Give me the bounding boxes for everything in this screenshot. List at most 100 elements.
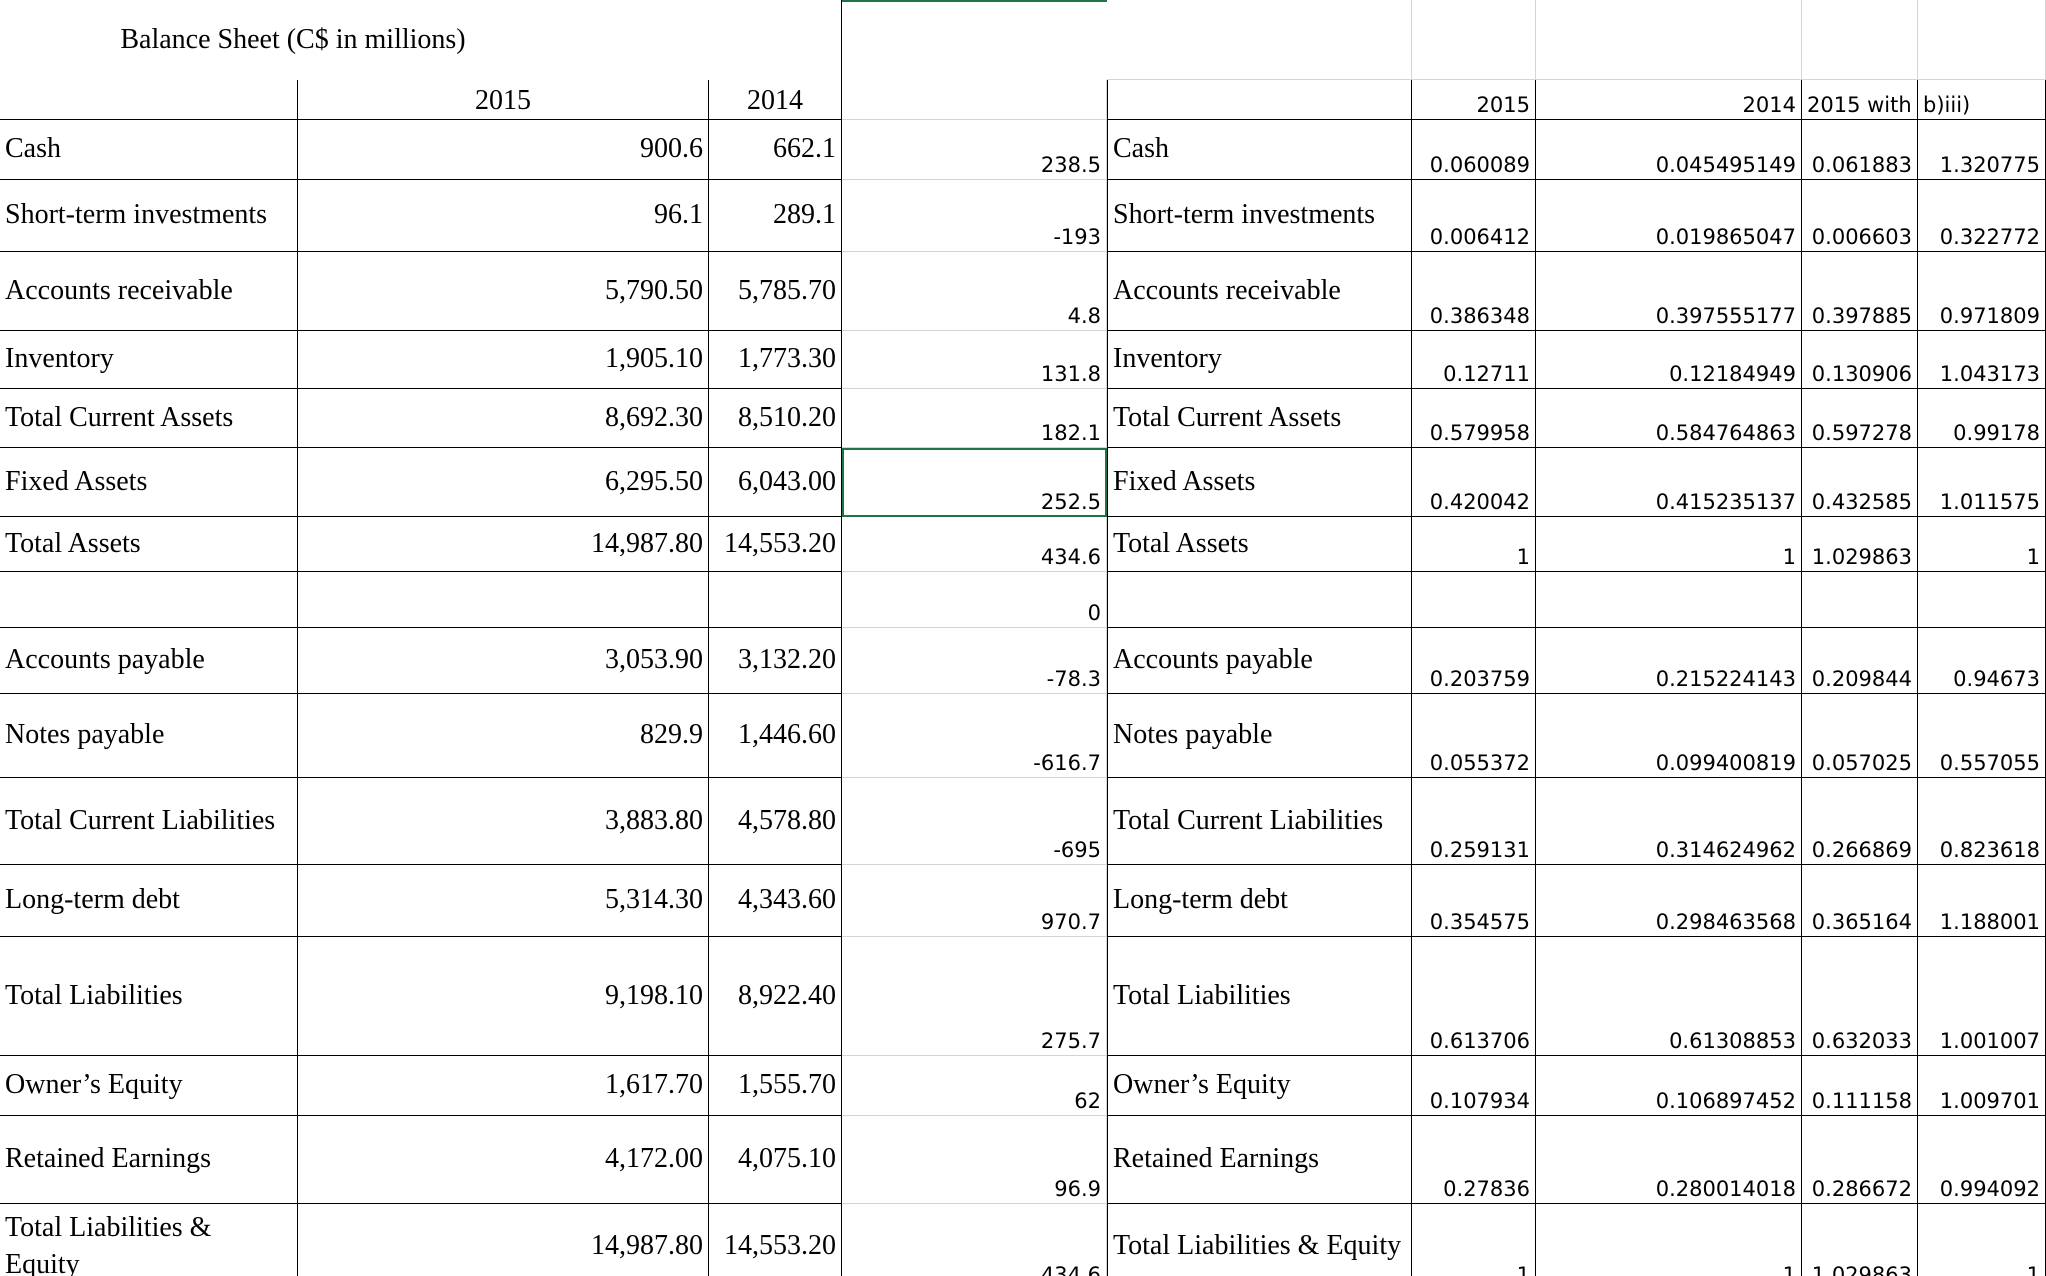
change: -193 [842, 180, 1107, 252]
share-2014: 0.045495149 [1536, 120, 1802, 180]
share-2015: 0.006412 [1412, 180, 1536, 252]
share-2015-with: 0.432585 [1802, 448, 1918, 517]
column-header: b)iii) [1918, 80, 2046, 120]
column-header: 2015 [298, 80, 709, 120]
ratio: 0.823618 [1918, 778, 2046, 865]
change: -78.3 [842, 628, 1107, 694]
row-label: Fixed Assets [0, 448, 298, 517]
share-2015: 1 [1412, 517, 1536, 572]
share-2015: 0.354575 [1412, 865, 1536, 937]
share-2014: 0.314624962 [1536, 778, 1802, 865]
value-2015: 96.1 [298, 180, 709, 252]
row-label-2: Short-term investments [1107, 180, 1412, 252]
row-label: Total Assets [0, 517, 298, 572]
row-label: Total Current Assets [0, 389, 298, 448]
empty-cell [1536, 572, 1802, 628]
empty-cell [0, 572, 298, 628]
share-2015: 0.055372 [1412, 694, 1536, 778]
change: 131.8 [842, 331, 1107, 389]
value-2015: 4,172.00 [298, 1116, 709, 1204]
ratio: 0.322772 [1918, 180, 2046, 252]
change: 62 [842, 1056, 1107, 1116]
value-2015: 3,053.90 [298, 628, 709, 694]
share-2015: 0.27836 [1412, 1116, 1536, 1204]
row-label-2: Owner’s Equity [1107, 1056, 1412, 1116]
row-label: Long-term debt [0, 865, 298, 937]
row-label: Total Liabilities & Equity [0, 1204, 298, 1276]
value-2015: 900.6 [298, 120, 709, 180]
value-2014: 5,785.70 [709, 252, 842, 331]
row-label-2: Accounts receivable [1107, 252, 1412, 331]
row-label: Short-term investments [0, 180, 298, 252]
ratio: 0.94673 [1918, 628, 2046, 694]
share-2015: 0.12711 [1412, 331, 1536, 389]
value-2014: 4,075.10 [709, 1116, 842, 1204]
row-label-2: Total Current Liabilities [1107, 778, 1412, 865]
share-2015-with: 0.006603 [1802, 180, 1918, 252]
ratio: 0.994092 [1918, 1116, 2046, 1204]
value-2014: 1,773.30 [709, 331, 842, 389]
row-label-2: Notes payable [1107, 694, 1412, 778]
share-2015-with: 0.365164 [1802, 865, 1918, 937]
share-2014: 1 [1536, 517, 1802, 572]
change: 182.1 [842, 389, 1107, 448]
ratio: 1.011575 [1918, 448, 2046, 517]
empty-cell [1802, 0, 1918, 80]
row-label: Owner’s Equity [0, 1056, 298, 1116]
column-header: 2015 [1412, 80, 1536, 120]
ratio: 0.557055 [1918, 694, 2046, 778]
row-label: Inventory [0, 331, 298, 389]
share-2015-with: 0.286672 [1802, 1116, 1918, 1204]
share-2014: 0.12184949 [1536, 331, 1802, 389]
value-2014: 4,578.80 [709, 778, 842, 865]
value-2015: 14,987.80 [298, 1204, 709, 1276]
value-2014: 289.1 [709, 180, 842, 252]
change: 96.9 [842, 1116, 1107, 1204]
row-label: Cash [0, 120, 298, 180]
share-2015-with: 0.209844 [1802, 628, 1918, 694]
row-label-2: Total Assets [1107, 517, 1412, 572]
value-2014: 3,132.20 [709, 628, 842, 694]
empty-cell [0, 80, 298, 120]
ratio: 1.188001 [1918, 865, 2046, 937]
share-2015: 0.107934 [1412, 1056, 1536, 1116]
change: 434.6 [842, 517, 1107, 572]
share-2015-with: 0.130906 [1802, 331, 1918, 389]
row-label-2: Total Current Assets [1107, 389, 1412, 448]
column-header: 2015 with [1802, 80, 1918, 120]
share-2014: 0.099400819 [1536, 694, 1802, 778]
empty-cell [1107, 0, 1412, 80]
share-2015: 0.386348 [1412, 252, 1536, 331]
value-2014: 14,553.20 [709, 517, 842, 572]
row-label-2: Long-term debt [1107, 865, 1412, 937]
row-label: Notes payable [0, 694, 298, 778]
share-2015-with: 0.632033 [1802, 937, 1918, 1056]
ratio: 1.001007 [1918, 937, 2046, 1056]
value-2015: 5,790.50 [298, 252, 709, 331]
ratio: 0.99178 [1918, 389, 2046, 448]
value-2015: 14,987.80 [298, 517, 709, 572]
row-label: Retained Earnings [0, 1116, 298, 1204]
share-2015-with: 0.057025 [1802, 694, 1918, 778]
value-2015: 1,617.70 [298, 1056, 709, 1116]
value-2014: 1,446.60 [709, 694, 842, 778]
row-label-2: Total Liabilities [1107, 937, 1412, 1056]
empty-cell [1412, 572, 1536, 628]
value-2014: 4,343.60 [709, 865, 842, 937]
share-2015-with: 1.029863 [1802, 1204, 1918, 1276]
empty-cell [298, 572, 709, 628]
value-2014: 662.1 [709, 120, 842, 180]
ratio: 1.320775 [1918, 120, 2046, 180]
share-2015-with: 0.266869 [1802, 778, 1918, 865]
value-2014: 1,555.70 [709, 1056, 842, 1116]
value-2015: 3,883.80 [298, 778, 709, 865]
share-2015: 0.613706 [1412, 937, 1536, 1056]
share-2014: 0.106897452 [1536, 1056, 1802, 1116]
share-2014: 0.298463568 [1536, 865, 1802, 937]
share-2014: 0.019865047 [1536, 180, 1802, 252]
change: 238.5 [842, 120, 1107, 180]
value-2014: 8,922.40 [709, 937, 842, 1056]
empty-cell [1412, 0, 1536, 80]
share-2014: 0.280014018 [1536, 1116, 1802, 1204]
row-label: Total Liabilities [0, 937, 298, 1056]
